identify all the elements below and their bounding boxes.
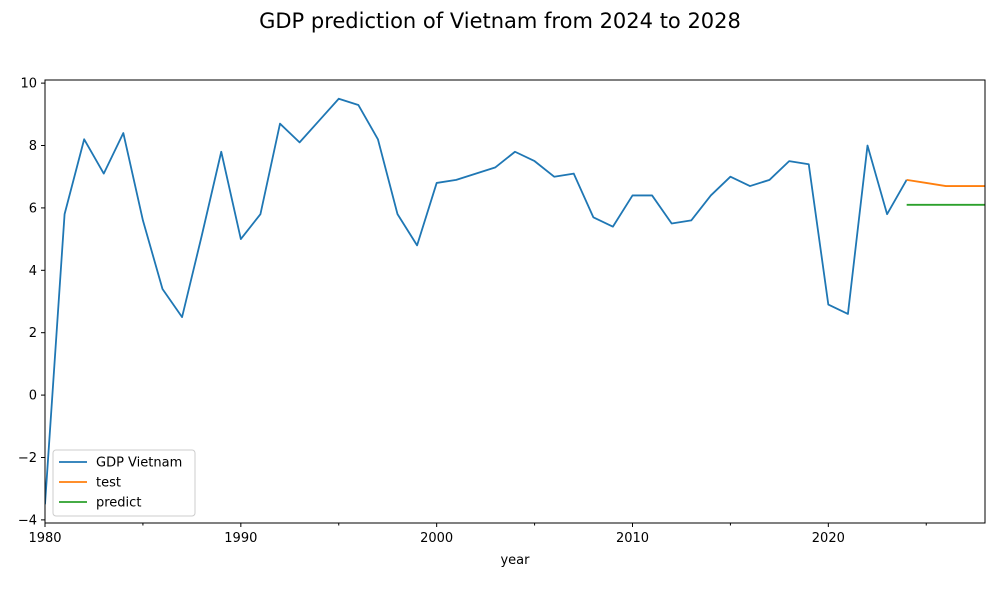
y-tick-label: 4 [29,264,37,279]
x-tick-label: 1990 [224,531,257,546]
axes-frame [44,79,986,524]
legend-box [52,449,196,517]
y-tick-label: 6 [29,201,37,216]
y-tick-label: −2 [18,451,37,466]
x-tick-label: 2020 [812,531,845,546]
y-tick-label: −4 [18,513,37,528]
y-tick-label: 8 [29,139,37,154]
y-tick-label: 10 [20,77,37,92]
legend-label: GDP Vietnam [96,456,182,471]
plot-area [45,97,985,505]
chart-title: GDP prediction of Vietnam from 2024 to 2… [259,9,741,33]
axes: −4 −2 0 2 4 6 8 10 1980 1990 2000 2010 2020 [18,77,986,546]
y-tick-label: 2 [29,326,37,341]
legend-label: predict [96,496,141,511]
x-tick-label: 2010 [616,531,649,546]
series-line-gdp-vietnam [45,97,908,505]
series-line-test [906,178,985,187]
x-axis-label: year [500,553,530,568]
legend-label: test [96,476,121,491]
x-tick-label: 2000 [420,531,453,546]
x-tick-label: 1980 [28,531,61,546]
y-tick-label: 0 [29,389,37,404]
legend: GDP Vietnam test predict [52,449,196,517]
